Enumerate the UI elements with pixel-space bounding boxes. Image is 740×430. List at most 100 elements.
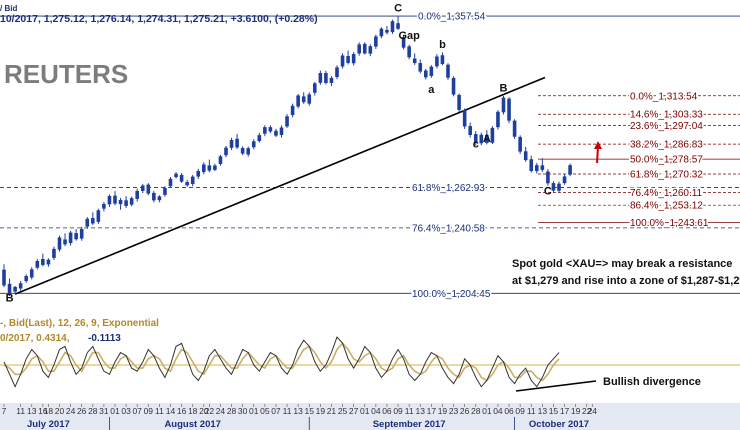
candle-body [213, 165, 217, 170]
candle-body [257, 135, 262, 142]
candle-body [379, 28, 384, 37]
x-tick-label-23: 01 [249, 406, 259, 416]
candle-body [301, 96, 306, 103]
x-tick-label-14: 11 [155, 406, 164, 416]
candle-body [523, 151, 528, 161]
x-tick-label-31: 25 [338, 406, 348, 416]
candle-body [324, 73, 328, 83]
candle-body [335, 67, 339, 77]
x-tick-label-37: 11 [405, 406, 414, 416]
x-tick-label-22: 30 [238, 406, 248, 416]
secondary-fib-label-4: 50.0%_1,278.57 [630, 155, 703, 166]
candle-body [185, 182, 189, 186]
secondary-fib-label-7: 86.4%_1,253.12 [630, 201, 703, 212]
x-tick-label-13: 09 [144, 406, 154, 416]
x-tick-label-52: 19 [571, 406, 581, 416]
candle-body [246, 148, 250, 155]
x-tick-label-51: 17 [560, 406, 570, 416]
header-title-fragment: / Bid [0, 4, 17, 13]
candle-body [546, 171, 550, 184]
candle-body [290, 105, 295, 116]
candle-body [52, 248, 56, 258]
axis-band [0, 404, 740, 430]
support-trendline [14, 76, 546, 295]
x-tick-label-9: 31 [99, 406, 109, 416]
candle-body [57, 237, 62, 250]
candle-body [424, 70, 428, 78]
candle-body [357, 44, 361, 54]
x-tick-label-10: 01 [110, 406, 120, 416]
wave-labels: B C Gap b a c A B C [6, 3, 552, 305]
candle-body [462, 109, 467, 127]
candle-body [140, 185, 145, 191]
price-candles [2, 16, 572, 296]
candle-body [329, 77, 334, 83]
month-label-2: September 2017 [373, 419, 446, 430]
candle-body [412, 58, 417, 64]
secondary-fib-label-3: 38.2%_1,286.83 [630, 140, 703, 151]
secondary-fib-label-2: 23.6%_1,297.04 [630, 121, 703, 132]
x-tick-label-32: 27 [349, 406, 359, 416]
wave-label-7: B [500, 82, 508, 94]
x-tick-label-15: 14 [166, 406, 176, 416]
x-tick-label-19: 22 [205, 406, 215, 416]
x-tick-label-49: 13 [538, 406, 548, 416]
candle-body [29, 269, 34, 278]
wave-label-5: c [473, 138, 479, 150]
candle-body [113, 195, 117, 204]
x-tick-label-1: 11 [16, 406, 25, 416]
candle-body [374, 36, 378, 47]
candle-body [168, 178, 173, 187]
x-tick-label-41: 23 [449, 406, 459, 416]
annotation-line-1: Spot gold <XAU=> may break a resistance [512, 258, 732, 270]
candle-body [24, 276, 28, 282]
x-tick-label-34: 04 [371, 406, 381, 416]
candle-body [174, 173, 178, 178]
candle-body [79, 228, 84, 239]
x-tick-label-50: 15 [549, 406, 559, 416]
candle-body [118, 199, 123, 205]
candle-body [18, 283, 23, 289]
candle-body [490, 127, 495, 143]
x-tick-label-53: 22 [582, 406, 592, 416]
candle-body [102, 203, 106, 209]
candle-body [91, 218, 95, 224]
candle-body [535, 165, 539, 171]
x-tick-label-46: 06 [504, 406, 514, 416]
candle-body [473, 134, 478, 144]
x-tick-label-29: 19 [316, 406, 326, 416]
x-tick-label-0: 7 [2, 406, 7, 416]
candle-body [285, 116, 289, 127]
candle-body [313, 83, 317, 93]
secondary-fib-label-5: 61.8%_1,270.32 [630, 170, 703, 181]
x-tick-label-40: 19 [438, 406, 448, 416]
candle-body [163, 188, 167, 195]
candle-body [562, 176, 567, 184]
x-tick-label-20: 24 [216, 406, 226, 416]
candle-body [35, 260, 40, 268]
up-arrow-icon [594, 141, 602, 164]
x-tick-label-26: 11 [283, 406, 292, 416]
x-tick-label-25: 07 [271, 406, 281, 416]
candle-body [518, 136, 522, 152]
candle-body [390, 21, 395, 33]
secondary-fib-label-8: 100.0%_1,243.61 [630, 218, 709, 229]
candle-body [512, 120, 517, 137]
bullish-divergence-line [515, 380, 597, 392]
candle-body [446, 64, 450, 78]
candle-body [2, 269, 6, 286]
candle-body [96, 210, 101, 222]
candle-body [451, 77, 456, 95]
macd-line [3, 336, 560, 388]
candle-body [251, 141, 256, 148]
candle-body [129, 198, 134, 205]
x-tick-label-42: 26 [460, 406, 470, 416]
candle-body [202, 164, 206, 173]
x-tick-label-24: 05 [260, 406, 270, 416]
x-tick-label-33: 01 [360, 406, 370, 416]
x-tick-label-28: 15 [305, 406, 315, 416]
candle-body [568, 165, 572, 175]
